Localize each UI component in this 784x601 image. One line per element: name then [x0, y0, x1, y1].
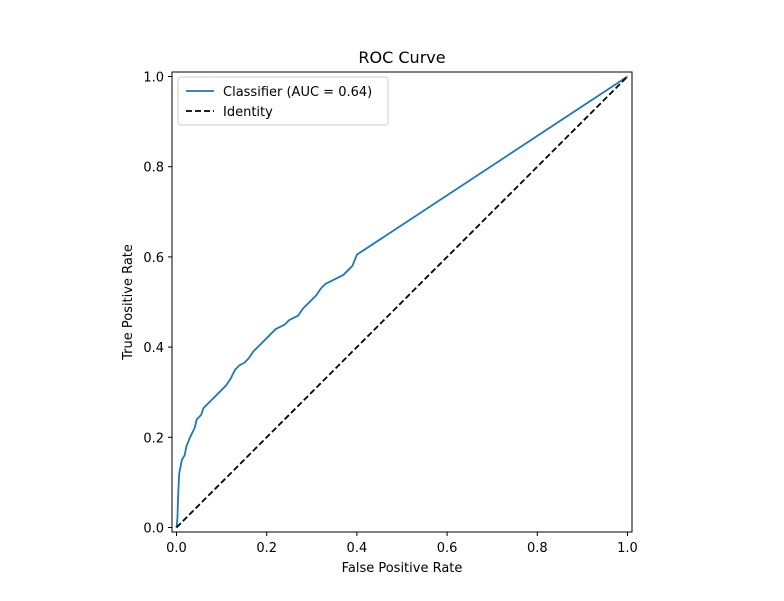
x-axis-ticks: 0.0 0.2 0.4 0.6 0.8 1.0 — [166, 532, 638, 556]
legend: Classifier (AUC = 0.64) Identity — [177, 76, 389, 126]
x-tick-label: 0.2 — [256, 541, 277, 556]
x-tick-label: 0.8 — [527, 541, 548, 556]
x-tick-label: 0.4 — [347, 541, 368, 556]
y-axis-ticks: 0.0 0.2 0.4 0.6 0.8 1.0 — [143, 71, 172, 536]
y-tick-label: 0.4 — [143, 341, 164, 356]
x-tick-label: 1.0 — [617, 541, 638, 556]
series-line-classifier — [175, 75, 628, 528]
y-axis-label: True Positive Rate — [121, 244, 136, 361]
legend-label-classifier: Classifier (AUC = 0.64) — [223, 85, 372, 100]
plot-area — [171, 71, 633, 533]
y-tick-label: 1.0 — [143, 71, 164, 86]
legend-frame — [177, 76, 389, 126]
y-tick-label: 0.6 — [143, 251, 164, 266]
legend-label-identity: Identity — [223, 105, 273, 120]
x-tick-label: 0.6 — [437, 541, 458, 556]
x-axis-label: False Positive Rate — [342, 561, 463, 576]
chart-title: ROC Curve — [358, 48, 445, 67]
x-tick-label: 0.0 — [166, 541, 187, 556]
y-tick-label: 0.8 — [143, 161, 164, 176]
series-layer — [175, 75, 629, 529]
y-tick-label: 0.0 — [143, 521, 164, 536]
axes-frame — [171, 71, 633, 533]
y-tick-label: 0.2 — [143, 431, 164, 446]
series-line-identity — [175, 75, 629, 529]
